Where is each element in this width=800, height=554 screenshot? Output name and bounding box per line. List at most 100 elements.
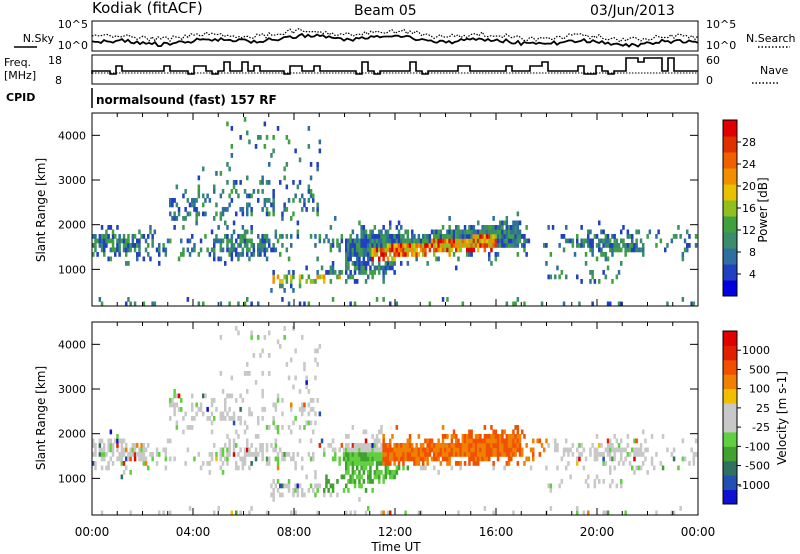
range-cell [316,256,319,262]
range-cell [560,270,564,275]
range-cell [382,256,385,262]
range-cell [199,465,203,471]
range-cell [246,202,249,208]
range-cell [523,434,526,439]
range-cell [386,461,390,466]
range-cell [386,465,390,471]
range-cell [120,461,124,466]
range-cell [250,443,253,448]
range-cell [683,238,687,244]
range-cell [364,465,368,471]
date-title: 03/Jun/2013 [590,3,675,19]
range-cell [250,506,253,511]
range-cell [670,510,674,516]
range-cell [611,243,614,248]
range-cell [105,234,108,239]
range-cell [191,198,194,203]
range-cell [664,247,667,253]
range-cell [437,243,440,248]
range-cell [188,202,192,208]
range-cell [494,238,498,244]
range-cell [173,456,176,462]
range-cell [362,443,366,448]
range-cell [382,443,385,448]
range-cell [437,234,440,239]
range-cell [485,438,489,444]
range-cell [111,229,115,235]
range-cell [356,443,359,448]
range-cell [404,238,407,244]
range-cell [494,229,498,235]
range-cell [336,274,339,280]
range-cell [254,144,258,149]
range-cell [232,420,236,426]
range-cell [345,256,348,262]
range-cell [549,252,553,257]
range-cell [219,335,223,340]
range-cell [347,274,350,280]
range-cell [129,447,132,453]
range-cell [505,461,509,466]
range-cell [158,261,161,266]
range-cell [195,411,198,417]
range-cell [430,243,434,248]
range-cell [142,301,146,307]
range-cell [635,438,638,444]
range-cell [565,225,568,230]
range-cell [232,443,236,448]
range-cell [395,238,399,244]
range-cell [274,425,278,430]
range-cell [439,234,443,239]
range-cell [118,234,121,239]
range-cell [413,247,416,253]
range-cell [503,443,506,448]
range-cell [496,447,500,453]
range-cell [613,247,616,253]
range-cell [433,465,436,471]
range-cell [644,456,647,462]
range-cell [294,488,297,493]
range-cell [670,238,674,244]
range-cell [364,452,368,457]
range-cell [516,243,520,248]
range-cell [395,465,399,471]
range-cell [197,452,201,457]
range-cell [457,452,460,457]
range-cell [419,447,423,453]
range-cell [312,198,315,203]
range-cell [125,238,128,244]
range-cell [441,297,445,302]
range-cell [314,474,317,480]
range-cell [292,452,295,457]
range-cell [417,434,421,439]
range-cell [250,461,253,466]
range-cell [382,225,385,230]
range-cell [422,252,425,257]
range-cell [609,438,612,444]
range-cell [642,452,645,457]
range-cell [243,420,247,426]
range-cell [617,247,621,253]
range-cell [109,256,113,262]
range-cell [609,447,612,453]
range-cell [382,252,385,257]
range-cell [470,452,473,457]
range-cell [230,247,234,253]
range-cell [637,229,641,235]
range-cell [175,425,179,430]
range-cell [270,247,273,253]
range-cell [468,234,471,239]
range-cell [202,301,205,307]
range-cell [494,443,498,448]
range-cell [327,270,330,275]
range-cell [296,184,300,190]
range-cell [411,243,414,248]
range-cell [452,252,456,257]
nave-tick-low: 0 [706,74,713,87]
range-cell [408,434,412,439]
nave-label: Nave [760,64,788,77]
range-cell [204,393,207,399]
range-cell [257,434,260,439]
range-cell [301,335,304,340]
